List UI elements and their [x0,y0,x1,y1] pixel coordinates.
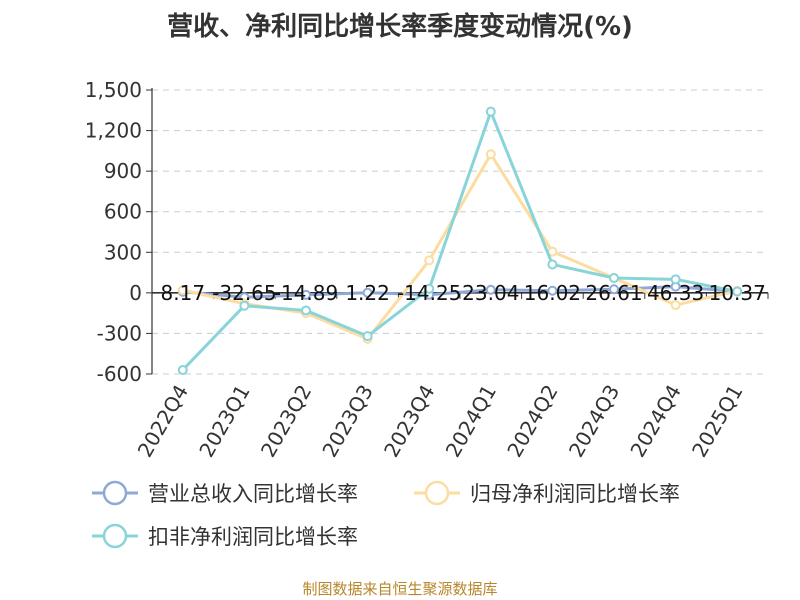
data-label: -32.65 [212,281,276,305]
x-tick-label: 2025Q1 [687,381,747,462]
x-tick-label: 2024Q3 [564,381,624,462]
data-point[interactable] [609,272,619,283]
data-point[interactable] [424,255,435,266]
data-label: 16.02 [524,281,581,305]
data-point[interactable] [301,305,311,316]
x-tick-label: 2023Q2 [256,381,316,462]
data-point[interactable] [485,149,496,160]
data-point[interactable] [485,106,496,117]
x-tick-label: 2024Q1 [441,381,501,462]
data-label: -14.25 [397,281,461,305]
data-point[interactable] [239,300,250,311]
y-tick-label: 300 [104,240,142,264]
legend-item[interactable]: 营业总收入同比增长率 [92,480,358,506]
data-source-note: 制图数据来自恒生聚源数据库 [302,580,498,598]
x-tick-label: 2024Q2 [502,381,562,462]
legend-swatch-marker [102,480,128,506]
legend-label: 归母净利润同比增长率 [470,482,680,506]
y-tick-label: 1,500 [85,78,142,102]
data-point[interactable] [177,285,188,296]
y-tick-label: 0 [129,281,142,305]
y-tick-label: 900 [104,159,142,183]
series-lines [177,106,743,375]
data-point[interactable] [424,283,435,294]
legend-swatch-marker [424,480,450,506]
data-point[interactable] [301,289,311,300]
x-tick-label: 2023Q3 [317,381,377,462]
data-label: 26.61 [585,281,642,305]
data-point[interactable] [177,364,188,375]
x-tick-label: 2024Q4 [625,381,685,462]
data-point[interactable] [547,259,558,270]
series-line [182,285,738,299]
legend-label: 营业总收入同比增长率 [148,482,358,506]
data-labels: 8.17 -32.65-14.89 1.22 -14.25 23.04 16.02 26.6… [161,281,766,305]
x-tick-label: 2023Q4 [379,381,439,462]
series-line [181,110,738,371]
y-tick-label: 1,200 [85,119,142,143]
gridlines [152,89,768,375]
data-label: 1.22 [345,281,390,305]
chart-title: 营收、净利同比增长率季度变动情况(%) [167,12,633,42]
data-point[interactable] [362,331,373,342]
data-point[interactable] [362,287,373,298]
data-label: 23.04 [462,281,519,305]
data-point[interactable] [547,285,558,296]
legend-label: 扣非净利润同比增长率 [148,525,358,549]
data-label: 8.17 [161,281,206,305]
axes: -600 -300 0 300 600 900 1,200 1,500 2022Q4 2023Q1… [85,78,769,462]
x-tick-label: 2023Q1 [194,381,254,462]
data-label: 46.33 [647,281,704,305]
data-point[interactable] [485,284,496,295]
x-tick-label: 2022Q4 [133,381,193,462]
legend-swatch-marker [102,523,128,549]
y-tick-label: -600 [97,362,142,386]
data-label: -14.89 [274,281,338,305]
data-point[interactable] [609,284,619,295]
legend-item[interactable]: 归母净利润同比增长率 [414,480,680,506]
legend-item[interactable]: 扣非净利润同比增长率 [92,523,358,549]
data-label: 10.37 [709,281,766,305]
y-tick-label: -300 [97,321,142,345]
y-tick-label: 600 [104,200,142,224]
data-point[interactable] [732,286,743,297]
series-line [182,152,738,341]
data-point[interactable] [670,300,681,311]
data-point[interactable] [670,274,681,285]
